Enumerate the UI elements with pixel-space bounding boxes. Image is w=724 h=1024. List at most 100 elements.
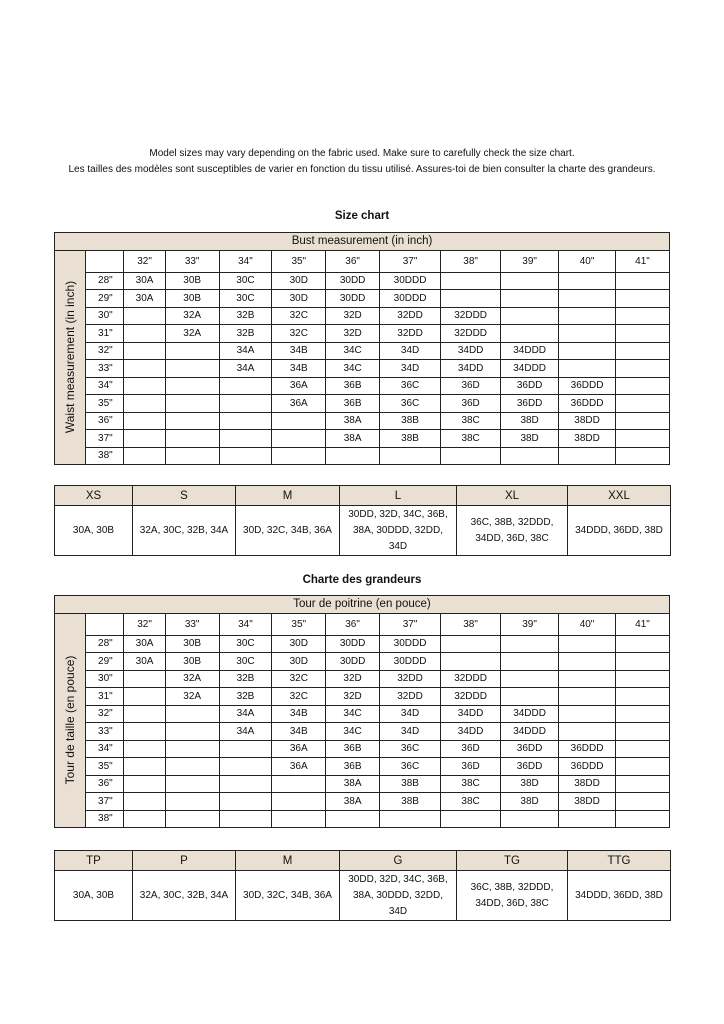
cup-size-cell: 36DDD xyxy=(558,739,616,758)
table-row: 34" 36A 36B 36C 36D 36DD 36DDD xyxy=(55,376,670,395)
bust-size-header: 41" xyxy=(615,612,670,636)
cup-size-cell: 36D xyxy=(440,394,502,413)
cup-size-cell xyxy=(123,687,166,706)
cup-size-cell xyxy=(271,792,327,811)
bust-size-header: 39" xyxy=(500,249,560,273)
cup-size-cell: 30C xyxy=(218,289,273,308)
cup-size-cell xyxy=(379,809,442,828)
intro-french: Les tailles des modèles sont susceptible… xyxy=(68,164,656,175)
cup-size-cell: 34A xyxy=(218,704,273,723)
cup-size-cell: 34DD xyxy=(440,704,502,723)
cup-size-cell: 32DD xyxy=(379,669,442,688)
cup-size-cell xyxy=(164,757,220,776)
size-label: TG xyxy=(456,850,568,871)
waist-size-label: 28" xyxy=(85,271,125,290)
size-cups-cell: 36C, 38B, 32DDD, 34DD, 36D, 38C xyxy=(456,870,568,921)
cup-size-cell xyxy=(271,429,327,448)
cup-size-cell xyxy=(615,289,670,308)
table-row: 31" 32A 32B 32C 32D 32DD 32DDD xyxy=(55,324,670,343)
size-label: L xyxy=(339,485,457,506)
cup-size-cell xyxy=(615,739,670,758)
cup-size-cell xyxy=(615,652,670,671)
bust-size-header: 35" xyxy=(271,612,327,636)
size-cups-cell: 36C, 38B, 32DDD, 34DD, 36D, 38C xyxy=(456,505,568,556)
waist-size-label: 32" xyxy=(85,704,125,723)
table-row: 29" 30A 30B 30C 30D 30DD 30DDD xyxy=(55,289,670,308)
waist-size-label: 28" xyxy=(85,634,125,653)
cup-size-cell: 38DD xyxy=(558,792,616,811)
cup-size-cell: 36B xyxy=(325,376,381,395)
bust-size-row: Waist measurement (in inch) 32" 33" 34" 35" 3… xyxy=(53,249,670,465)
cup-size-cell: 30D xyxy=(271,634,327,653)
table-row: 30" 32A 32B 32C 32D 32DD 32DDD xyxy=(55,669,670,688)
table-row: 31" 32A 32B 32C 32D 32DD 32DDD xyxy=(55,687,670,706)
bust-size-header: 32" xyxy=(123,612,166,636)
cup-size-cell xyxy=(123,774,166,793)
waist-size-label: 36" xyxy=(85,774,125,793)
bust-size-header: 40" xyxy=(558,612,616,636)
size-label: P xyxy=(132,850,236,871)
cup-size-cell: 32DD xyxy=(379,324,442,343)
size-label: S xyxy=(132,485,236,506)
bust-size-header: 36" xyxy=(325,612,381,636)
cup-size-cell: 34D xyxy=(379,722,442,741)
cup-size-cell: 32DDD xyxy=(440,324,502,343)
cup-size-cell xyxy=(500,324,560,343)
cup-size-cell: 34B xyxy=(271,704,327,723)
cup-size-cell xyxy=(615,446,670,465)
table-row: 37" 38A 38B 38C 38D 38DD xyxy=(55,792,670,811)
bust-size-header: 40" xyxy=(558,249,617,273)
cup-size-cell: 30A xyxy=(123,634,166,653)
cup-size-cell: 38DD xyxy=(558,429,617,448)
cup-size-cell xyxy=(500,289,560,308)
cup-size-cell: 32DD xyxy=(379,687,442,706)
table-row: 34" 36A 36B 36C 36D 36DD 36DDD xyxy=(55,739,670,758)
bust-size-header: 32" xyxy=(123,249,166,273)
cup-size-cell: 32DDD xyxy=(440,306,502,325)
bust-size-header: 37" xyxy=(379,249,442,273)
table-row: 38" xyxy=(55,446,670,465)
cup-size-cell: 36D xyxy=(440,739,502,758)
cup-size-cell xyxy=(164,341,220,360)
cup-size-cell: 38C xyxy=(440,411,502,430)
chart-title: Size chart xyxy=(334,210,390,222)
cup-size-cell: 30D xyxy=(271,289,327,308)
cup-size-cell: 34A xyxy=(218,359,273,378)
cup-size-cell: 30B xyxy=(164,634,220,653)
cup-size-cell: 30A xyxy=(123,652,166,671)
waist-size-label: 38" xyxy=(85,446,125,465)
cup-size-cell: 36C xyxy=(379,394,442,413)
cup-size-cell: 36A xyxy=(271,376,327,395)
cup-size-cell: 36A xyxy=(271,757,327,776)
corner-cell xyxy=(85,612,125,636)
bust-size-header: 38" xyxy=(440,249,502,273)
size-cups-cell: 30D, 32C, 34B, 36A xyxy=(235,505,340,556)
cup-size-cell: 30A xyxy=(123,289,166,308)
cup-size-cell: 38B xyxy=(379,411,442,430)
cup-size-cell: 34A xyxy=(218,341,273,360)
cup-size-cell xyxy=(123,809,166,828)
table-row: 29" 30A 30B 30C 30D 30DD 30DDD xyxy=(55,652,670,671)
size-grid-table: Bust measurement (in inch) Waist measurem… xyxy=(53,232,670,465)
bust-measurement-header: Tour de poitrine (en pouce) xyxy=(54,595,670,614)
cup-size-cell xyxy=(558,809,616,828)
cup-size-cell xyxy=(164,411,220,430)
cup-size-cell: 36DD xyxy=(500,376,560,395)
cup-size-cell: 30DD xyxy=(325,271,381,290)
cup-size-cell xyxy=(500,669,560,688)
table-row: 35" 36A 36B 36C 36D 36DD 36DDD xyxy=(55,394,670,413)
cup-size-cell xyxy=(218,809,273,828)
cup-size-cell: 34DDD xyxy=(500,704,560,723)
cup-size-cell xyxy=(164,792,220,811)
waist-size-label: 35" xyxy=(85,757,125,776)
table-row: 36" 38A 38B 38C 38D 38DD xyxy=(55,411,670,430)
cup-size-cell: 32D xyxy=(325,669,381,688)
waist-size-label: 33" xyxy=(85,359,125,378)
corner-cell xyxy=(85,249,125,273)
cup-size-cell xyxy=(164,394,220,413)
cup-size-cell xyxy=(271,774,327,793)
cup-size-cell xyxy=(615,359,670,378)
table-row: 37" 38A 38B 38C 38D 38DD xyxy=(55,429,670,448)
cup-size-cell: 32C xyxy=(271,324,327,343)
cup-size-cell xyxy=(558,341,617,360)
